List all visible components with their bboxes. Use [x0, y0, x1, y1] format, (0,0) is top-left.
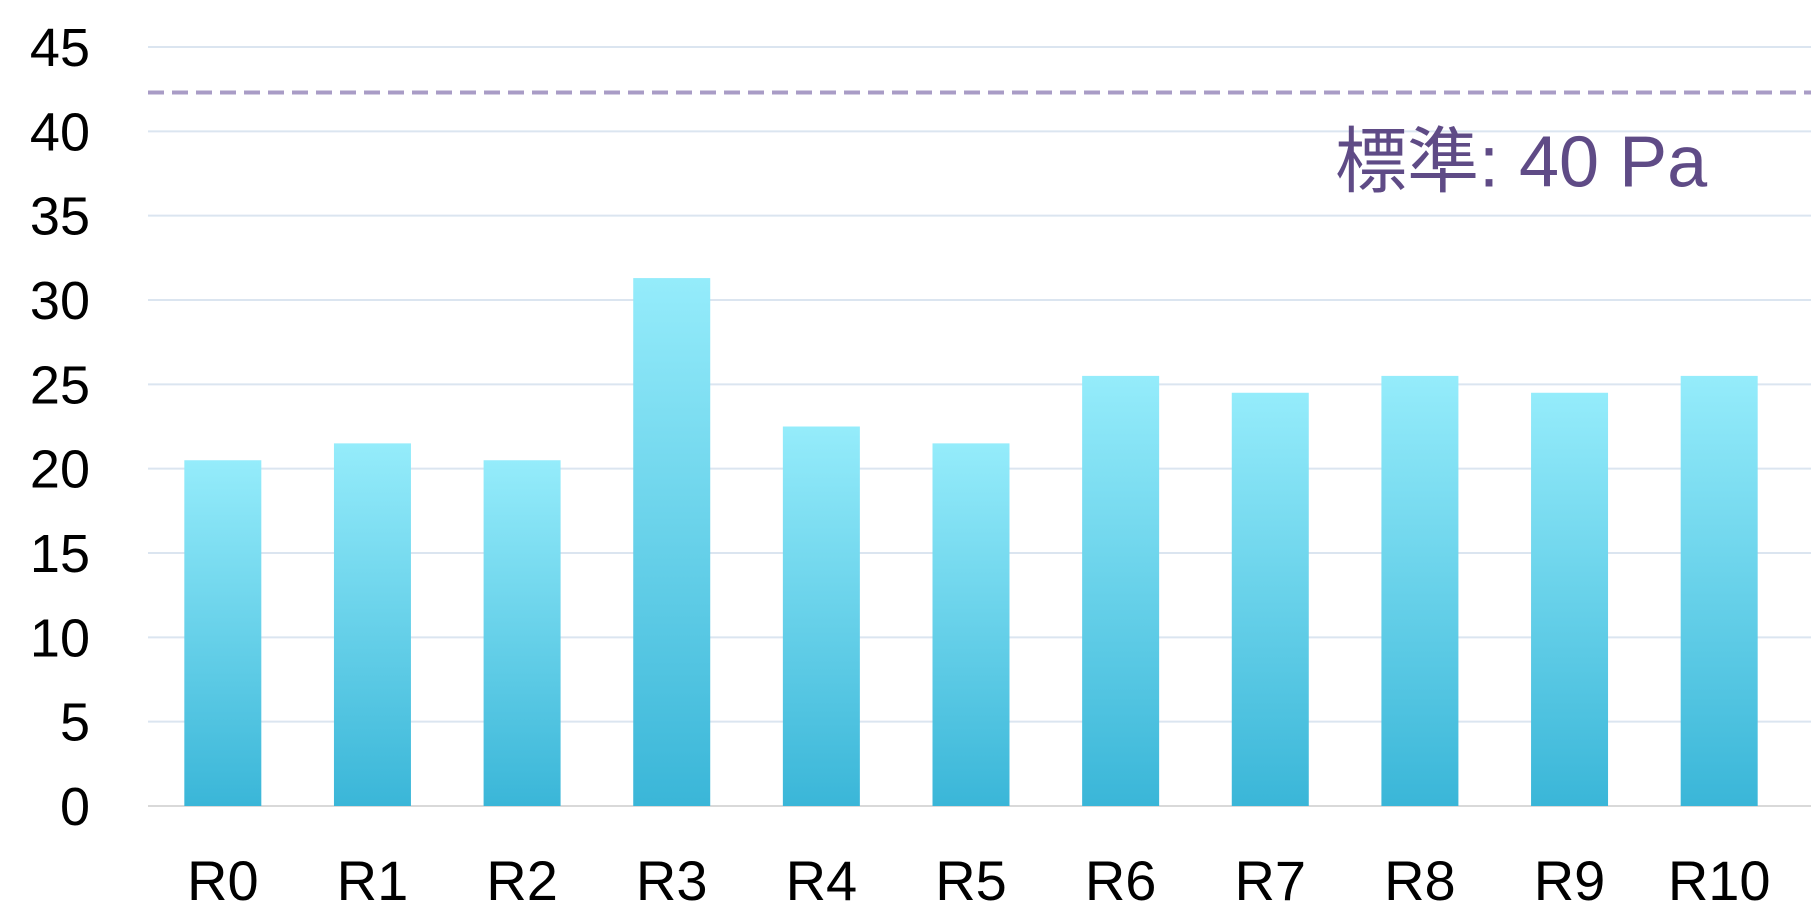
y-tick-label: 40: [30, 102, 90, 162]
y-tick-label: 30: [30, 271, 90, 331]
y-tick-label: 0: [60, 777, 90, 837]
x-tick-label: R8: [1384, 849, 1456, 909]
x-tick-label: R7: [1234, 849, 1306, 909]
y-tick-label: 45: [30, 18, 90, 78]
bar-r0: [184, 460, 262, 806]
bar-r4: [782, 426, 860, 806]
x-tick-label: R5: [935, 849, 1007, 909]
x-tick-label: R3: [636, 849, 708, 909]
y-tick-label: 25: [30, 355, 90, 415]
bar-r7: [1231, 392, 1309, 806]
x-axis-ticks: R0 R1 R2 R3 R4 R5 R6 R7 R8 R9 R10: [187, 849, 1771, 909]
bar-r3: [633, 278, 711, 806]
bars: [184, 278, 1758, 806]
y-tick-label: 20: [30, 440, 90, 500]
x-tick-label: R6: [1085, 849, 1157, 909]
x-tick-label: R1: [337, 849, 409, 909]
y-axis-ticks: 0 5 10 15 20 25 30 35 40 45: [30, 18, 90, 837]
reference-line-label: 標準: 40 Pa: [1335, 123, 1708, 203]
bar-r1: [333, 443, 411, 806]
reference-line-group: 標準: 40 Pa: [148, 90, 1811, 203]
bar-r8: [1381, 375, 1459, 806]
bar-r6: [1082, 375, 1160, 806]
y-tick-label: 15: [30, 524, 90, 584]
y-tick-label: 10: [30, 608, 90, 668]
y-tick-label: 35: [30, 187, 90, 247]
x-tick-label: R0: [187, 849, 259, 909]
x-tick-label: R4: [786, 849, 858, 909]
bar-r2: [483, 460, 561, 806]
bar-r9: [1531, 392, 1609, 806]
x-tick-label: R2: [486, 849, 558, 909]
x-tick-label: R10: [1668, 849, 1771, 909]
bar-r10: [1680, 375, 1758, 806]
bar-r5: [932, 443, 1010, 806]
y-tick-label: 5: [60, 693, 90, 753]
x-tick-label: R9: [1534, 849, 1606, 909]
